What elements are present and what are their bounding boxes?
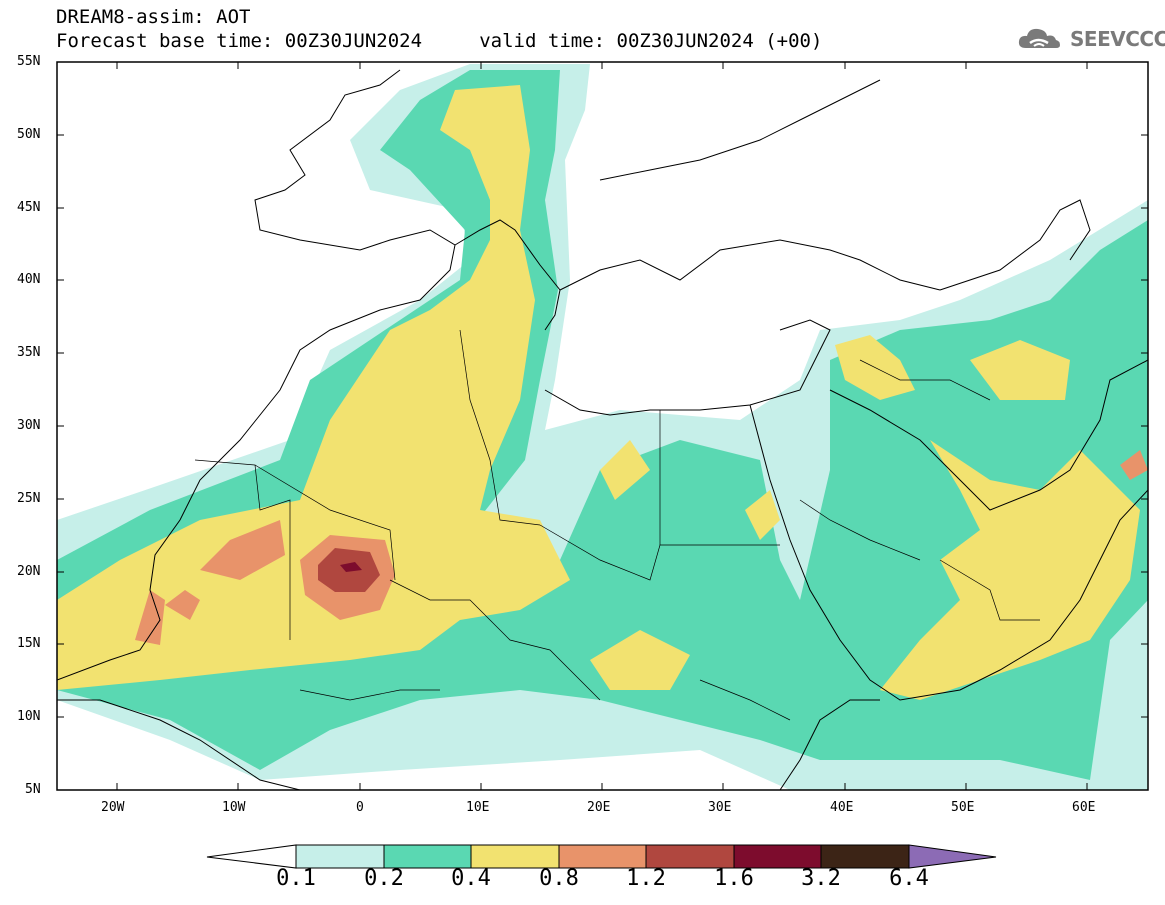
- lat-label: 5N: [25, 782, 41, 797]
- country-borders: [194, 329, 1040, 721]
- lat-label: 35N: [17, 345, 41, 360]
- lat-label: 55N: [17, 54, 41, 69]
- colorbar-label: 1.2: [626, 866, 666, 891]
- colorbar-label: 0.2: [364, 866, 404, 891]
- colorbar-bin-3.2-6.4: [820, 844, 910, 869]
- forecast-time-line: Forecast base time: 00Z30JUN2024 valid t…: [56, 30, 823, 52]
- lat-label: 10N: [17, 709, 41, 724]
- colorbar-bin-0.8-1.2: [558, 844, 647, 869]
- lon-label: 0: [356, 800, 364, 815]
- lon-label: 30E: [708, 800, 732, 815]
- lat-ticks: [57, 61, 1148, 718]
- lon-label: 20W: [101, 800, 125, 815]
- colorbar-bin-0.4-0.8: [470, 844, 560, 869]
- colorbar-label: 6.4: [889, 866, 929, 891]
- lon-label: 50E: [951, 800, 975, 815]
- lat-label: 50N: [17, 127, 41, 142]
- colorbar-label: 0.4: [451, 866, 491, 891]
- colorbar-upper-arrow: [908, 844, 997, 869]
- colorbar-label: 0.8: [539, 866, 579, 891]
- colorbar-lower-arrow: [206, 844, 297, 869]
- colorbar: [206, 844, 997, 869]
- colorbar-bin-1.2-1.6: [645, 844, 735, 869]
- colorbar-label: 0.1: [276, 866, 316, 891]
- chart-title: DREAM8-assim: AOT: [56, 6, 251, 28]
- colorbar-label: 3.2: [801, 866, 841, 891]
- lon-label: 10E: [466, 800, 490, 815]
- lon-label: 10W: [222, 800, 246, 815]
- lon-label: 20E: [587, 800, 611, 815]
- lon-label: 40E: [830, 800, 854, 815]
- logo-text: SEEVCCC: [1070, 27, 1165, 51]
- lat-label: 40N: [17, 272, 41, 287]
- cloud-icon: [1018, 28, 1060, 48]
- colorbar-bin-0.1-0.2: [295, 844, 385, 869]
- aot-field: [57, 64, 1148, 790]
- coastlines: [57, 69, 1148, 790]
- lat-label: 45N: [17, 200, 41, 215]
- colorbar-label: 1.6: [714, 866, 754, 891]
- lat-label: 15N: [17, 636, 41, 651]
- colorbar-bin-1.6-3.2: [733, 844, 822, 869]
- lon-ticks: [116, 62, 1088, 790]
- lat-label: 30N: [17, 418, 41, 433]
- lon-label: 60E: [1072, 800, 1096, 815]
- lat-label: 25N: [17, 491, 41, 506]
- seevccc-logo: SEEVCCC: [1016, 22, 1165, 56]
- colorbar-bin-0.2-0.4: [383, 844, 472, 869]
- lat-label: 20N: [17, 564, 41, 579]
